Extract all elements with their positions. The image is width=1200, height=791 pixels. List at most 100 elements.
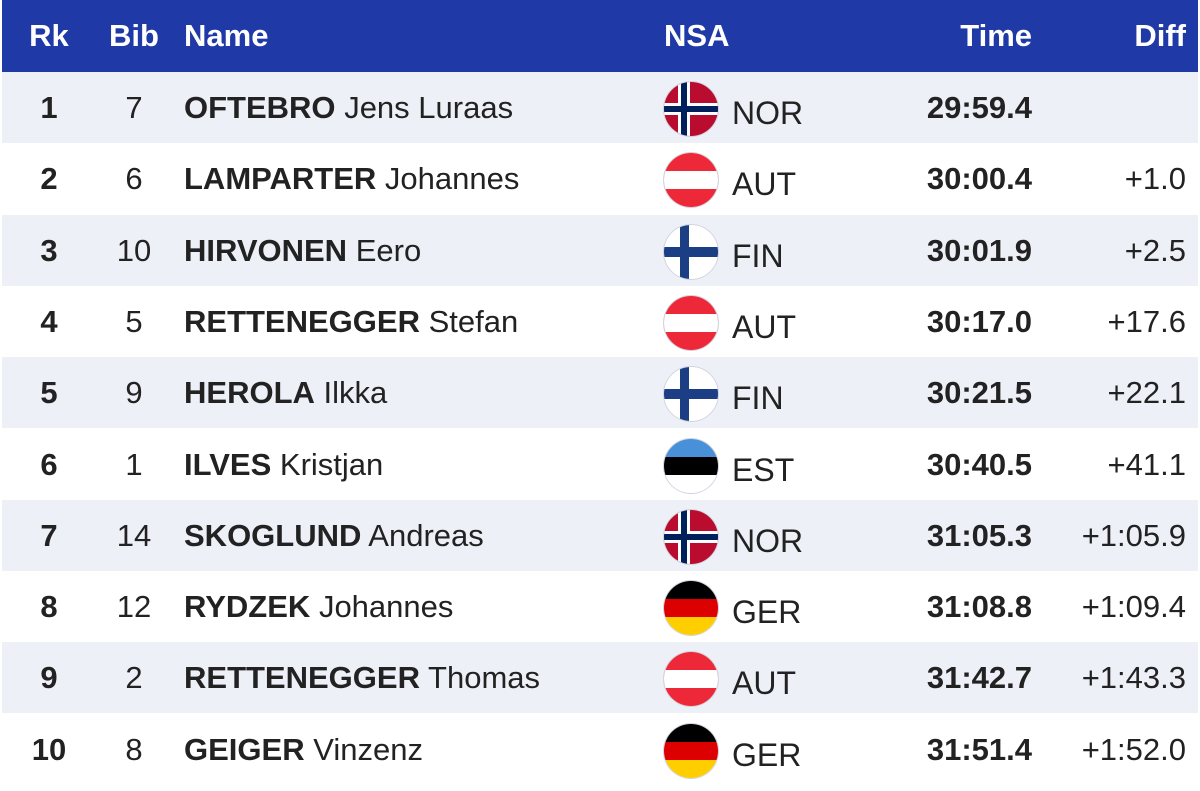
time-cell: 31:05.3 bbox=[926, 517, 1032, 553]
athlete-name-link[interactable]: LAMPARTER Johannes bbox=[184, 143, 654, 214]
header-time[interactable]: Time bbox=[960, 18, 1032, 53]
nsa-code: NOR bbox=[732, 522, 804, 559]
rank-cell: 3 bbox=[40, 232, 58, 268]
header-name[interactable]: Name bbox=[184, 18, 269, 53]
rank-cell: 1 bbox=[40, 90, 58, 125]
time-cell: 30:40.5 bbox=[926, 446, 1032, 482]
athlete-last-name: HEROLA bbox=[184, 375, 315, 411]
bib-cell: 12 bbox=[116, 589, 152, 625]
athlete-last-name: SKOGLUND bbox=[184, 517, 362, 553]
athlete-last-name: RETTENEGGER bbox=[184, 303, 420, 339]
germany-flag-icon bbox=[664, 723, 718, 778]
nsa-code: GER bbox=[732, 594, 802, 631]
athlete-first-name: Johannes bbox=[318, 589, 454, 625]
bib-cell: 8 bbox=[125, 731, 143, 767]
bib-cell: 2 bbox=[125, 660, 143, 696]
finland-flag-icon bbox=[664, 367, 718, 422]
bib-cell: 9 bbox=[125, 375, 143, 411]
austria-flag-icon bbox=[664, 652, 718, 707]
diff-cell bbox=[1042, 72, 1186, 143]
diff-cell: +2.5 bbox=[1124, 232, 1186, 268]
athlete-name-link[interactable]: ILVES Kristjan bbox=[184, 429, 654, 500]
header-nsa[interactable]: NSA bbox=[664, 18, 730, 53]
norway-flag-icon bbox=[664, 509, 718, 564]
table-row[interactable]: 9 2 RETTENEGGER Thomas AUT 31:42.7 +1:43.3 bbox=[2, 642, 1198, 714]
athlete-last-name: OFTEBRO bbox=[184, 90, 336, 125]
nsa-code: AUT bbox=[732, 166, 796, 203]
bib-cell: 10 bbox=[116, 232, 152, 268]
rank-cell: 8 bbox=[40, 589, 58, 625]
diff-cell: +22.1 bbox=[1107, 375, 1186, 411]
nsa-code: NOR bbox=[732, 95, 804, 131]
diff-cell: +17.6 bbox=[1107, 303, 1186, 339]
athlete-name-link[interactable]: RYDZEK Johannes bbox=[184, 571, 654, 642]
diff-cell: +1:09.4 bbox=[1081, 589, 1186, 625]
time-cell: 31:08.8 bbox=[926, 589, 1032, 625]
table-row[interactable]: 1 7 OFTEBRO Jens Luraas NOR 29:59.4 bbox=[2, 72, 1198, 143]
athlete-first-name: Thomas bbox=[428, 660, 541, 696]
athlete-last-name: LAMPARTER bbox=[184, 161, 377, 197]
athlete-name-link[interactable]: RETTENEGGER Thomas bbox=[184, 642, 654, 713]
table-row[interactable]: 2 6 LAMPARTER Johannes AUT 30:00.4 +1.0 bbox=[2, 143, 1198, 215]
athlete-first-name: Andreas bbox=[368, 517, 484, 553]
austria-flag-icon bbox=[664, 295, 718, 350]
finland-flag-icon bbox=[664, 224, 718, 279]
diff-cell: +1:43.3 bbox=[1081, 660, 1186, 696]
rank-cell: 6 bbox=[40, 446, 58, 482]
table-row[interactable]: 5 9 HEROLA Ilkka FIN 30:21.5 +22.1 bbox=[2, 357, 1198, 429]
header-diff[interactable]: Diff bbox=[1134, 18, 1186, 53]
nsa-code: FIN bbox=[732, 237, 784, 274]
nsa-code: FIN bbox=[732, 380, 784, 417]
time-cell: 30:21.5 bbox=[926, 375, 1032, 411]
time-cell: 31:42.7 bbox=[926, 660, 1032, 696]
rank-cell: 5 bbox=[40, 375, 58, 411]
athlete-first-name: Jens Luraas bbox=[344, 90, 514, 125]
table-row[interactable]: 10 8 GEIGER Vinzenz GER 31:51.4 +1:52.0 bbox=[2, 713, 1198, 785]
athlete-name-link[interactable]: HEROLA Ilkka bbox=[184, 357, 654, 428]
time-cell: 30:00.4 bbox=[926, 161, 1032, 197]
rank-cell: 7 bbox=[40, 517, 58, 553]
time-cell: 29:59.4 bbox=[926, 90, 1032, 125]
header-bib[interactable]: Bib bbox=[109, 18, 159, 53]
bib-cell: 5 bbox=[125, 303, 143, 339]
athlete-last-name: HIRVONEN bbox=[184, 232, 348, 268]
athlete-name-link[interactable]: RETTENEGGER Stefan bbox=[184, 286, 654, 357]
table-row[interactable]: 8 12 RYDZEK Johannes GER 31:08.8 +1:09.4 bbox=[2, 571, 1198, 643]
header-rk[interactable]: Rk bbox=[29, 18, 69, 53]
table-row[interactable]: 4 5 RETTENEGGER Stefan AUT 30:17.0 +17.6 bbox=[2, 285, 1198, 357]
athlete-first-name: Stefan bbox=[428, 303, 519, 339]
time-cell: 30:01.9 bbox=[926, 232, 1032, 268]
time-cell: 30:17.0 bbox=[926, 303, 1032, 339]
norway-flag-icon bbox=[664, 82, 718, 136]
bib-cell: 7 bbox=[125, 90, 143, 125]
table-row[interactable]: 3 10 HIRVONEN Eero FIN 30:01.9 +2.5 bbox=[2, 214, 1198, 286]
bib-cell: 1 bbox=[125, 446, 143, 482]
athlete-first-name: Johannes bbox=[384, 161, 520, 197]
athlete-name-link[interactable]: OFTEBRO Jens Luraas bbox=[184, 72, 654, 143]
diff-cell: +1:52.0 bbox=[1081, 731, 1186, 767]
bib-cell: 14 bbox=[116, 517, 152, 553]
rank-cell: 10 bbox=[31, 731, 67, 767]
nsa-code: AUT bbox=[732, 665, 796, 702]
athlete-first-name: Vinzenz bbox=[313, 731, 423, 767]
table-header: Rk Bib Name NSA Time Diff bbox=[2, 0, 1198, 72]
rank-cell: 9 bbox=[40, 660, 58, 696]
germany-flag-icon bbox=[664, 581, 718, 636]
austria-flag-icon bbox=[664, 153, 718, 208]
athlete-name-link[interactable]: HIRVONEN Eero bbox=[184, 215, 654, 286]
athlete-name-link[interactable]: SKOGLUND Andreas bbox=[184, 500, 654, 571]
athlete-name-link[interactable]: GEIGER Vinzenz bbox=[184, 714, 654, 785]
table-row[interactable]: 6 1 ILVES Kristjan EST 30:40.5 +41.1 bbox=[2, 428, 1198, 500]
nsa-code: AUT bbox=[732, 308, 796, 345]
athlete-first-name: Eero bbox=[355, 232, 422, 268]
table-row[interactable]: 7 14 SKOGLUND Andreas NOR 31:05.3 +1:05.9 bbox=[2, 499, 1198, 571]
athlete-first-name: Kristjan bbox=[279, 446, 384, 482]
athlete-last-name: GEIGER bbox=[184, 731, 305, 767]
estonia-flag-icon bbox=[664, 438, 718, 493]
bib-cell: 6 bbox=[125, 161, 143, 197]
diff-cell: +1:05.9 bbox=[1081, 517, 1186, 553]
rank-cell: 4 bbox=[40, 303, 58, 339]
diff-cell: +1.0 bbox=[1124, 161, 1186, 197]
athlete-first-name: Ilkka bbox=[323, 375, 388, 411]
